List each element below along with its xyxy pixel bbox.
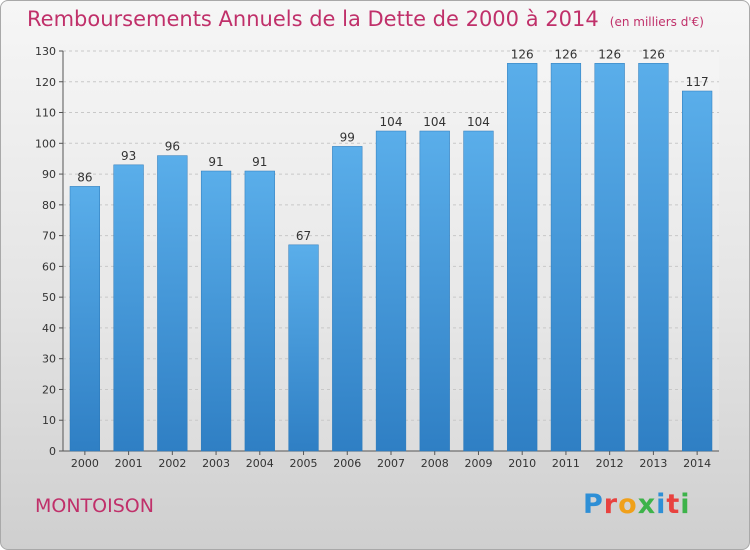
chart-title: Remboursements Annuels de la Dette de 20…: [27, 7, 599, 31]
title-row: Remboursements Annuels de la Dette de 20…: [27, 7, 704, 31]
bar-2004[interactable]: [244, 170, 275, 452]
x-tick-label-2003: 2003: [202, 457, 230, 470]
data-label-2009: 104: [467, 115, 490, 129]
y-tick-label: 110: [35, 107, 56, 120]
bar-2014[interactable]: [682, 90, 713, 452]
logo-letter: i: [656, 489, 667, 520]
y-tick-label: 0: [49, 445, 56, 458]
logo-letter: P: [583, 489, 604, 520]
proxiti-logo[interactable]: Proxiti: [583, 489, 691, 520]
data-label-2003: 91: [208, 155, 223, 169]
bar-2001[interactable]: [113, 164, 144, 452]
x-tick-label-2010: 2010: [508, 457, 536, 470]
data-label-2005: 67: [296, 229, 311, 243]
data-label-2004: 91: [252, 155, 267, 169]
data-label-2008: 104: [423, 115, 446, 129]
bar-2005[interactable]: [288, 244, 319, 452]
x-tick-label-2014: 2014: [683, 457, 711, 470]
data-label-2014: 117: [686, 75, 709, 89]
x-tick-label-2011: 2011: [552, 457, 580, 470]
bar-2013[interactable]: [638, 63, 669, 452]
x-tick-label-2012: 2012: [596, 457, 624, 470]
bar-2006[interactable]: [332, 146, 363, 452]
bar-2009[interactable]: [463, 130, 494, 452]
x-tick-label-2001: 2001: [115, 457, 143, 470]
x-tick-label-2008: 2008: [421, 457, 449, 470]
data-label-2002: 96: [165, 140, 180, 154]
chart-subtitle: (en milliers d'€): [609, 15, 704, 29]
bar-2000[interactable]: [69, 186, 100, 452]
data-label-2000: 86: [77, 170, 92, 184]
y-tick-label: 90: [42, 168, 56, 181]
y-tick-label: 20: [42, 383, 56, 396]
bar-2010[interactable]: [507, 63, 538, 452]
data-label-2012: 126: [598, 47, 621, 61]
bar-2002[interactable]: [157, 155, 188, 452]
y-tick-label: 120: [35, 76, 56, 89]
bar-2008[interactable]: [419, 130, 450, 452]
bar-2007[interactable]: [375, 130, 407, 452]
data-label-2013: 126: [642, 47, 665, 61]
x-tick-label-2006: 2006: [333, 457, 361, 470]
x-tick-label-2004: 2004: [246, 457, 274, 470]
x-tick-label-2013: 2013: [639, 457, 667, 470]
data-label-2010: 126: [511, 47, 534, 61]
x-tick-label-2009: 2009: [464, 457, 492, 470]
bar-2011[interactable]: [550, 63, 582, 452]
data-label-2006: 99: [340, 130, 355, 144]
logo-letter: i: [680, 489, 691, 520]
x-tick-label-2000: 2000: [71, 457, 99, 470]
x-tick-label-2005: 2005: [290, 457, 318, 470]
y-tick-label: 70: [42, 230, 56, 243]
bar-2012[interactable]: [594, 63, 625, 452]
x-tick-label-2007: 2007: [377, 457, 405, 470]
logo-letter: x: [637, 489, 657, 520]
y-tick-label: 40: [42, 322, 56, 335]
x-tick-label-2002: 2002: [158, 457, 186, 470]
data-label-2007: 104: [380, 115, 403, 129]
y-tick-label: 50: [42, 291, 56, 304]
logo-letter: o: [618, 489, 638, 520]
commune-name: MONTOISON: [35, 495, 154, 517]
y-tick-label: 10: [42, 414, 56, 427]
data-label-2011: 126: [554, 47, 577, 61]
logo-letter: r: [603, 489, 619, 520]
y-tick-label: 100: [35, 137, 56, 150]
y-tick-label: 130: [35, 45, 56, 58]
bar-2003[interactable]: [200, 170, 232, 452]
logo-letter: t: [666, 489, 681, 520]
y-tick-label: 80: [42, 199, 56, 212]
y-tick-label: 30: [42, 353, 56, 366]
data-label-2001: 93: [121, 149, 136, 163]
y-tick-label: 60: [42, 260, 56, 273]
